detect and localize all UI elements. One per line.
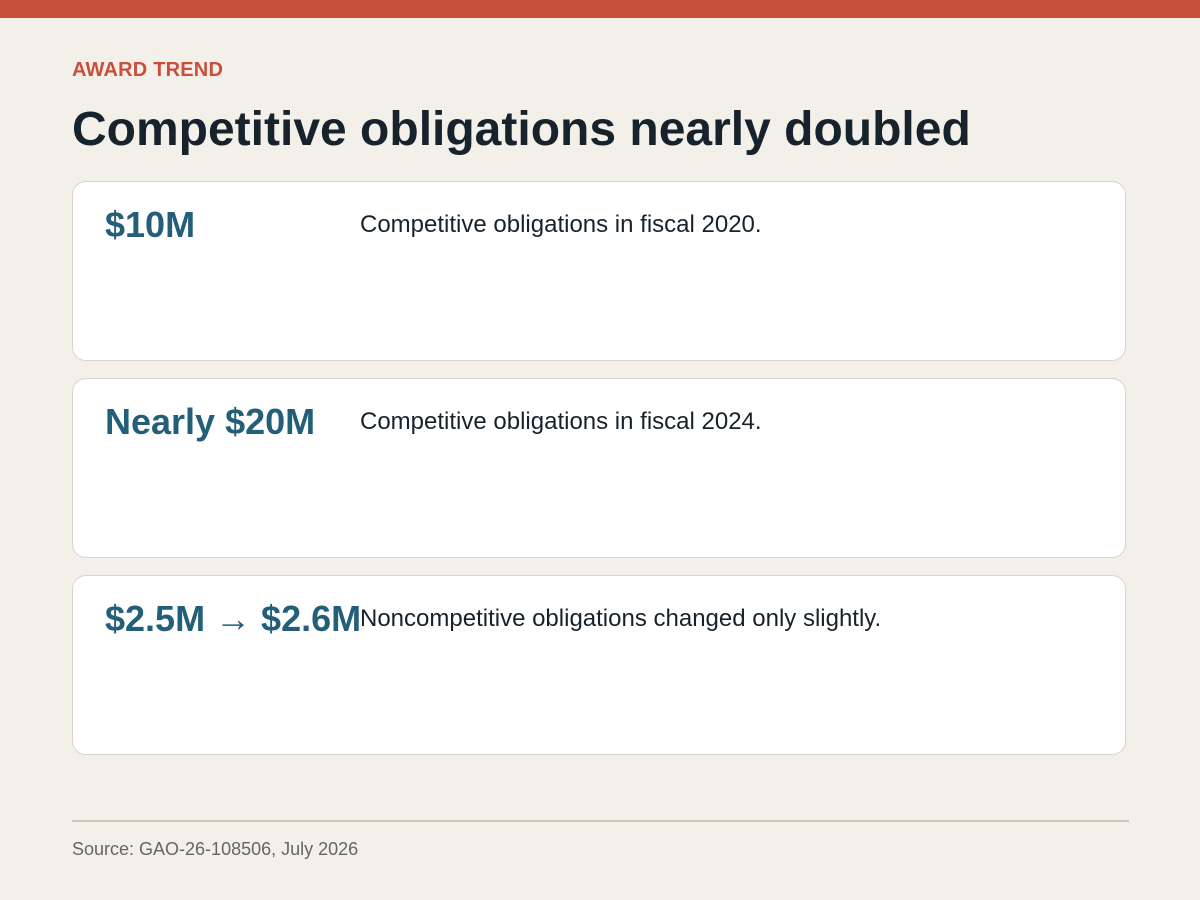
stat-description: Competitive obligations in fiscal 2020. [360,211,762,238]
source-note: Source: GAO-26-108506, July 2026 [72,839,359,859]
footer-divider [72,820,1129,822]
top-accent-bar [0,0,1200,18]
stat-value: $2.5M → $2.6M [105,598,362,639]
stat-description: Noncompetitive obligations changed only … [360,605,882,632]
stat-card-fiscal-2020: $10M Competitive obligations in fiscal 2… [72,181,1126,361]
section-eyebrow: AWARD TREND [72,59,224,81]
stat-card-noncompetitive: $2.5M → $2.6M Noncompetitive obligations… [72,575,1126,755]
stat-value: Nearly $20M [105,401,316,442]
stat-card-fiscal-2024: Nearly $20M Competitive obligations in f… [72,378,1126,558]
stat-description: Competitive obligations in fiscal 2024. [360,408,762,435]
stat-value: $10M [105,204,196,245]
page-title: Competitive obligations nearly doubled [72,103,971,156]
